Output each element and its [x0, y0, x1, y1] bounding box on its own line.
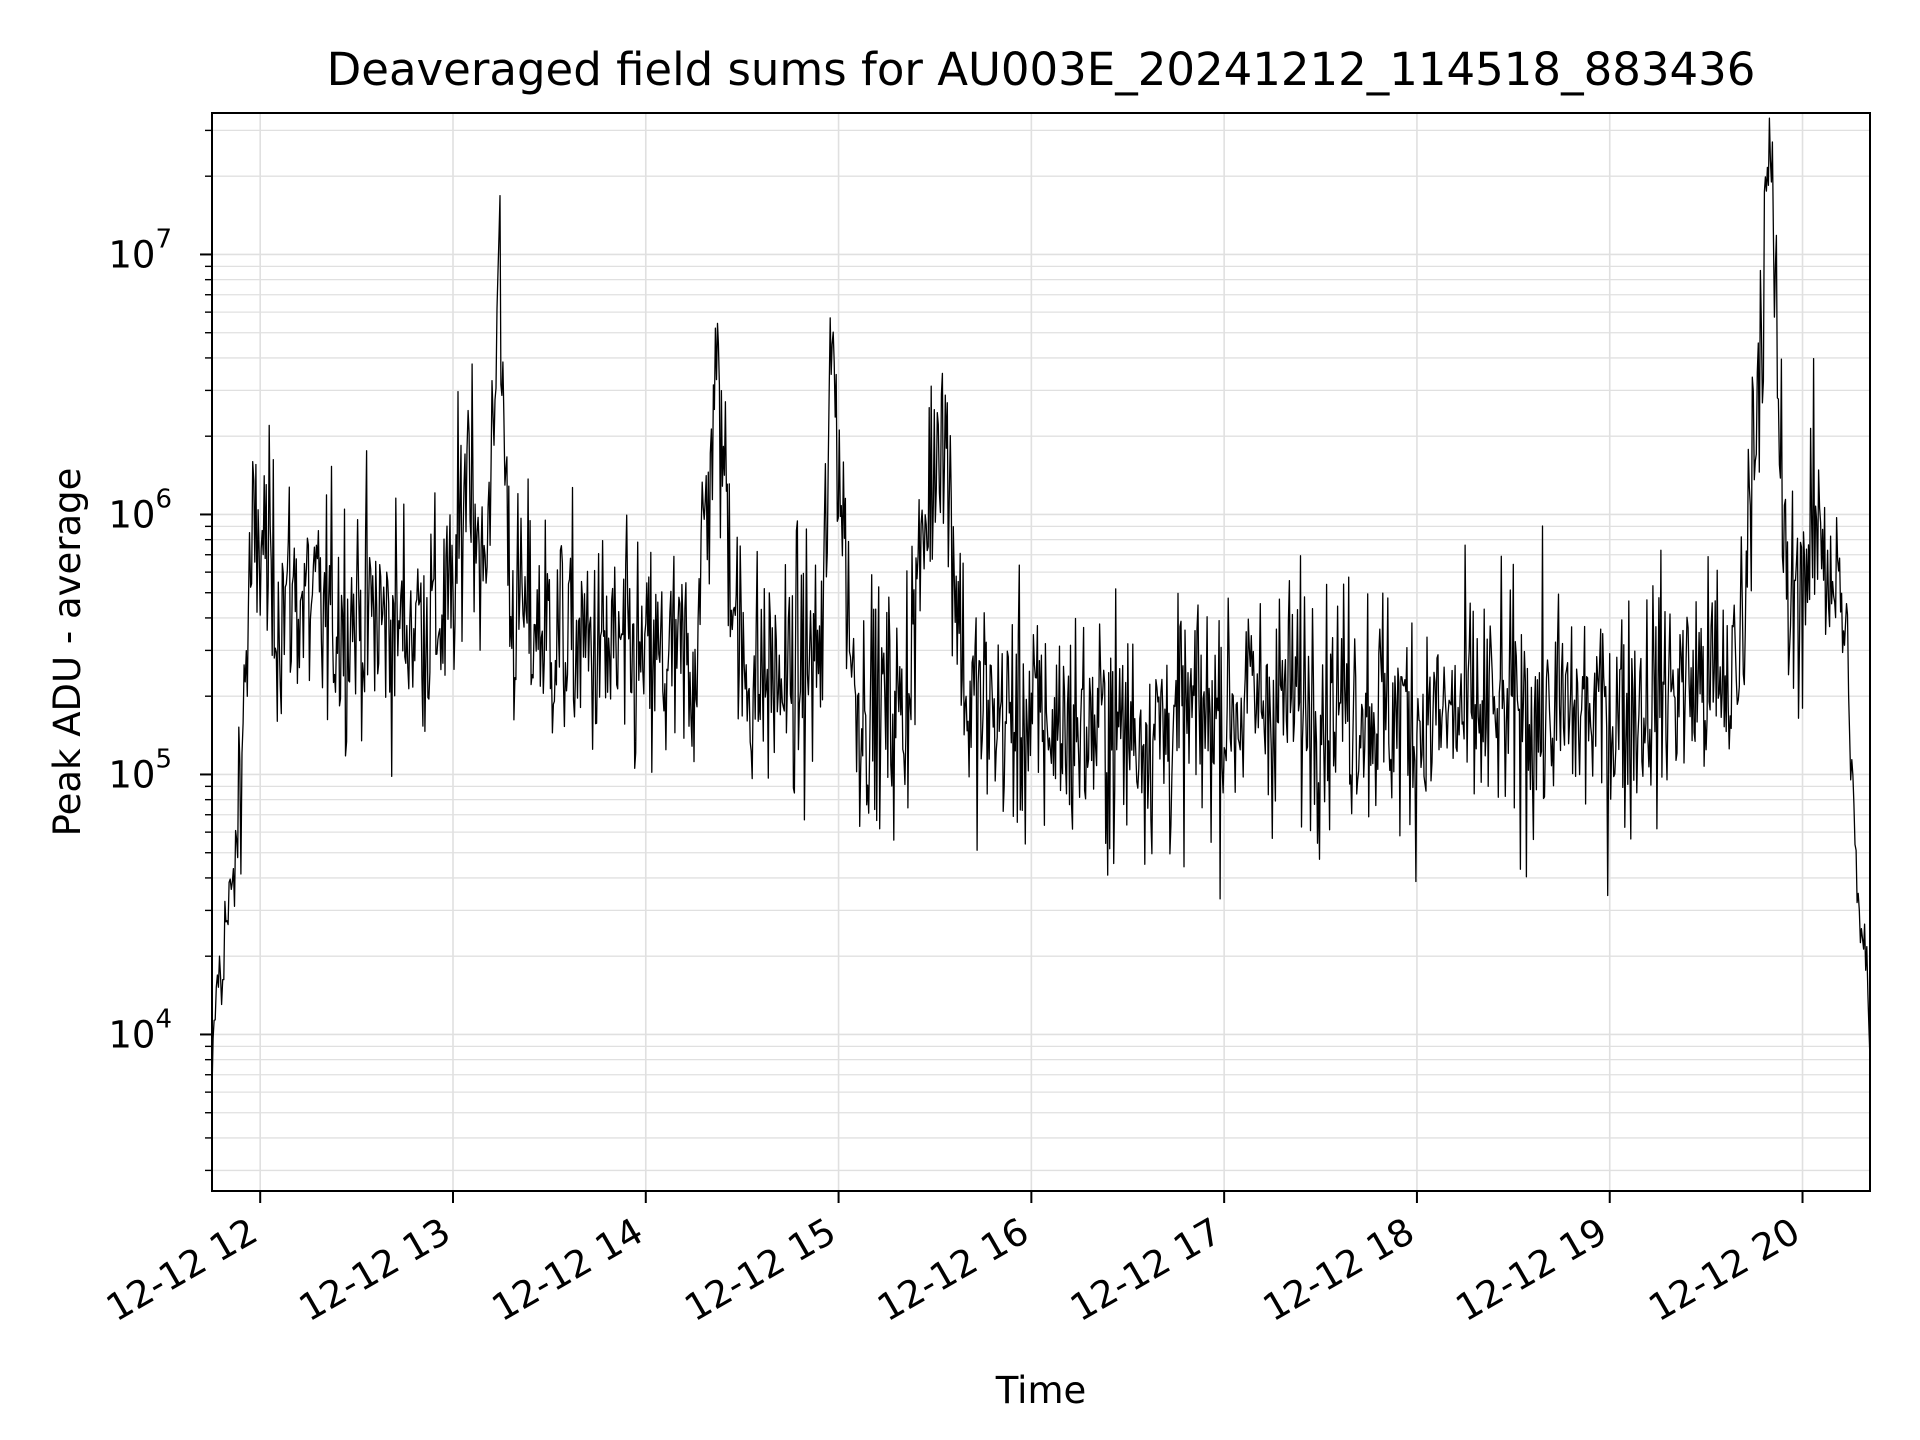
x-axis-label: Time: [995, 1369, 1087, 1412]
y-axis: 104 105 106 107: [108, 129, 212, 1172]
y-tick-label: 105: [108, 744, 172, 796]
y-tick-label: 106: [108, 484, 172, 536]
plot-frame: [211, 112, 1871, 1192]
series-line: [211, 117, 1871, 1093]
chart-title: Deaveraged field sums for AU003E_2024121…: [327, 43, 1756, 96]
y-tick-label: 104: [108, 1004, 172, 1056]
y-axis-label: Peak ADU - average: [46, 468, 89, 837]
y-tick-label: 107: [108, 224, 172, 276]
grid: [212, 113, 1870, 1191]
